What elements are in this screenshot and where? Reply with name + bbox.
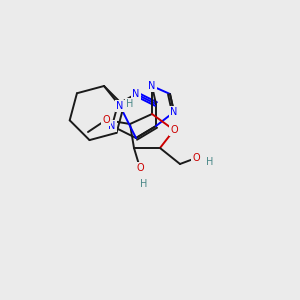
Text: O: O — [192, 153, 200, 163]
Text: N: N — [148, 81, 156, 91]
Text: N: N — [170, 107, 178, 117]
Text: N: N — [116, 101, 124, 111]
Text: O: O — [170, 125, 178, 135]
Text: H: H — [140, 179, 148, 189]
Text: O: O — [102, 115, 110, 125]
Text: N: N — [108, 121, 116, 131]
Text: H: H — [126, 99, 134, 109]
Text: H: H — [206, 157, 214, 167]
Text: N: N — [132, 89, 140, 99]
Text: O: O — [136, 163, 144, 173]
